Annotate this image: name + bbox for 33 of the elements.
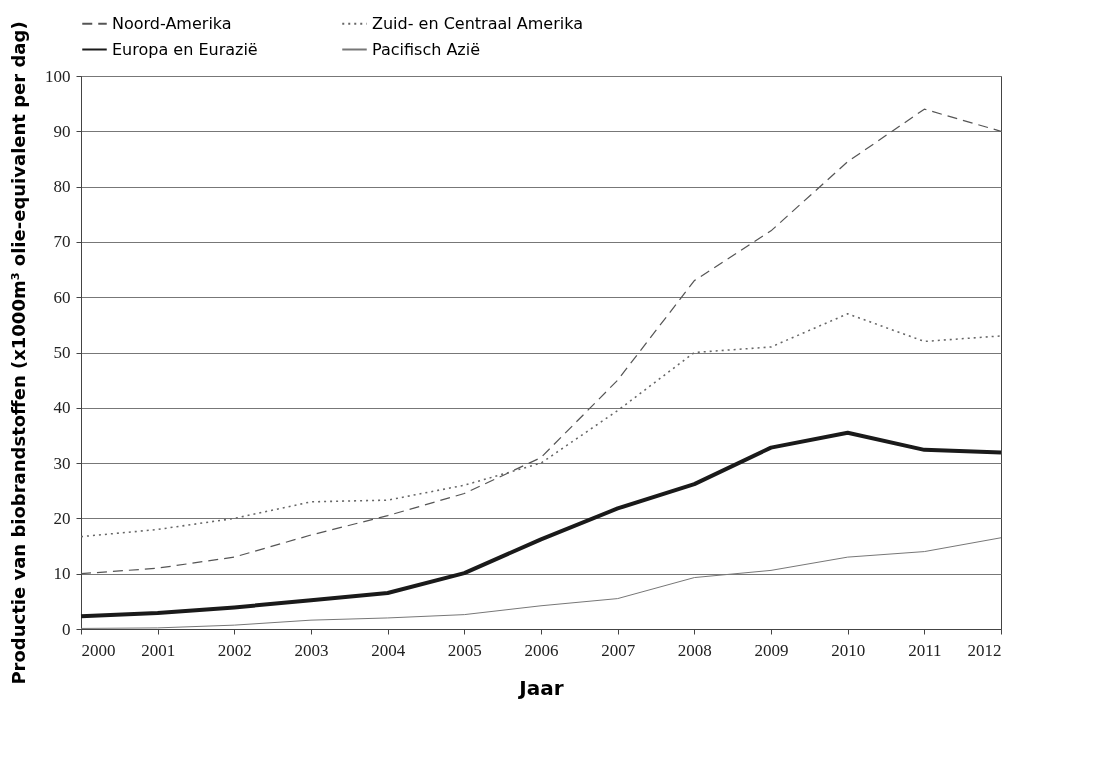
y-tick-label: 100 xyxy=(45,66,71,86)
x-tick-label: 2003 xyxy=(294,640,329,660)
x-tick-label: 2010 xyxy=(831,640,866,660)
y-tick-label: 0 xyxy=(62,619,71,639)
line-series xyxy=(80,313,1002,538)
x-tick-label: 2006 xyxy=(524,640,559,660)
y-tick-label: 90 xyxy=(53,121,71,141)
x-axis-title: Jaar xyxy=(517,675,564,700)
legend-label: Pacifisch Azië xyxy=(372,39,481,59)
line-series xyxy=(79,430,1003,619)
x-tick-label: 2012 xyxy=(967,640,1002,660)
x-tick-label: 2001 xyxy=(141,640,176,660)
y-axis-title: Productie van biobrandstoffen (x1000m³ olie-equivalent per dag) xyxy=(8,21,29,685)
x-tick-label: 2005 xyxy=(447,640,482,660)
y-tick-label: 60 xyxy=(53,287,71,307)
legend-label: Zuid- en Centraal Amerika xyxy=(372,13,583,33)
y-tick-label: 50 xyxy=(53,343,71,362)
y-tick-label: 70 xyxy=(53,232,71,252)
y-tick-label: 30 xyxy=(53,453,71,473)
y-tick-label: 40 xyxy=(53,398,71,418)
legend-label: Noord-Amerika xyxy=(112,13,232,33)
x-tick-label: 2007 xyxy=(601,640,636,660)
y-tick-label: 20 xyxy=(53,508,71,528)
legend-label: Europa en Eurazië xyxy=(112,39,258,59)
x-tick-label: 2004 xyxy=(371,640,406,660)
y-tick-label: 80 xyxy=(53,177,71,197)
x-tick-label: 2000 xyxy=(81,640,116,660)
y-tick-label: 10 xyxy=(53,564,71,584)
x-tick-label: 2009 xyxy=(754,640,789,660)
x-tick-label: 2008 xyxy=(677,640,712,660)
x-tick-label: 2002 xyxy=(217,640,252,660)
x-tick-label: 2011 xyxy=(908,640,942,660)
line-series xyxy=(80,108,1002,575)
